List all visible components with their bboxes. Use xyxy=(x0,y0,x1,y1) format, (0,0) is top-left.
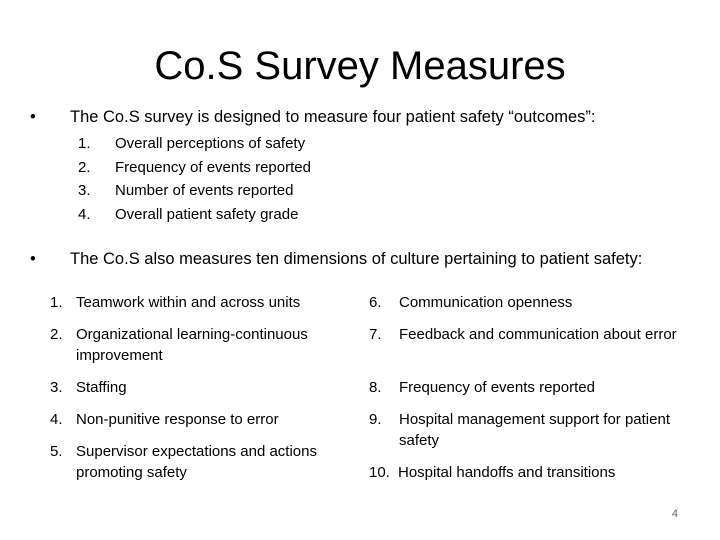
bullet-icon: • xyxy=(30,250,36,268)
list-number: 3. xyxy=(78,182,91,199)
dimension-text: Teamwork within and across units xyxy=(76,294,301,311)
dimension-text: Frequency of events reported xyxy=(399,379,595,396)
page-number: 4 xyxy=(671,508,678,520)
list-number: 4. xyxy=(78,205,91,223)
dimension-text: Non-punitive response to error xyxy=(76,411,279,428)
dimension-text: Hospital management support for patient … xyxy=(399,411,670,449)
dimension-text: Supervisor expectations and actions prom… xyxy=(76,443,317,481)
slide-title: Co.S Survey Measures xyxy=(154,44,566,88)
list-text: Overall perceptions of safety xyxy=(115,135,306,152)
dimension-text: Hospital handoffs and transitions xyxy=(398,464,616,481)
dimension-number: 7. xyxy=(369,326,382,343)
dimension-number: 10. xyxy=(369,464,390,481)
dimension-text: Organizational learning-continuous impro… xyxy=(76,326,308,364)
dimension-text: Staffing xyxy=(76,379,127,396)
bullet-text: The Co.S also measures ten dimensions of… xyxy=(70,250,643,268)
list-text: Number of events reported xyxy=(115,182,294,199)
dimension-number: 6. xyxy=(369,294,382,311)
list-number: 2. xyxy=(78,158,91,176)
list-number: 1. xyxy=(78,135,91,152)
bullet-icon: • xyxy=(30,108,36,126)
dimension-number: 1. xyxy=(50,294,63,311)
dimension-text: Feedback and communication about error xyxy=(399,326,677,343)
dimension-number: 4. xyxy=(50,411,63,428)
dimension-number: 8. xyxy=(369,379,382,396)
dimension-number: 3. xyxy=(50,379,63,396)
list-text: Overall patient safety grade xyxy=(115,205,299,223)
dimension-text: Communication openness xyxy=(399,294,573,311)
dimension-number: 2. xyxy=(50,326,63,343)
list-text: Frequency of events reported xyxy=(115,158,311,176)
dimension-number: 9. xyxy=(369,411,382,428)
bullet-text: The Co.S survey is designed to measure f… xyxy=(70,108,596,126)
dimension-number: 5. xyxy=(50,443,63,460)
